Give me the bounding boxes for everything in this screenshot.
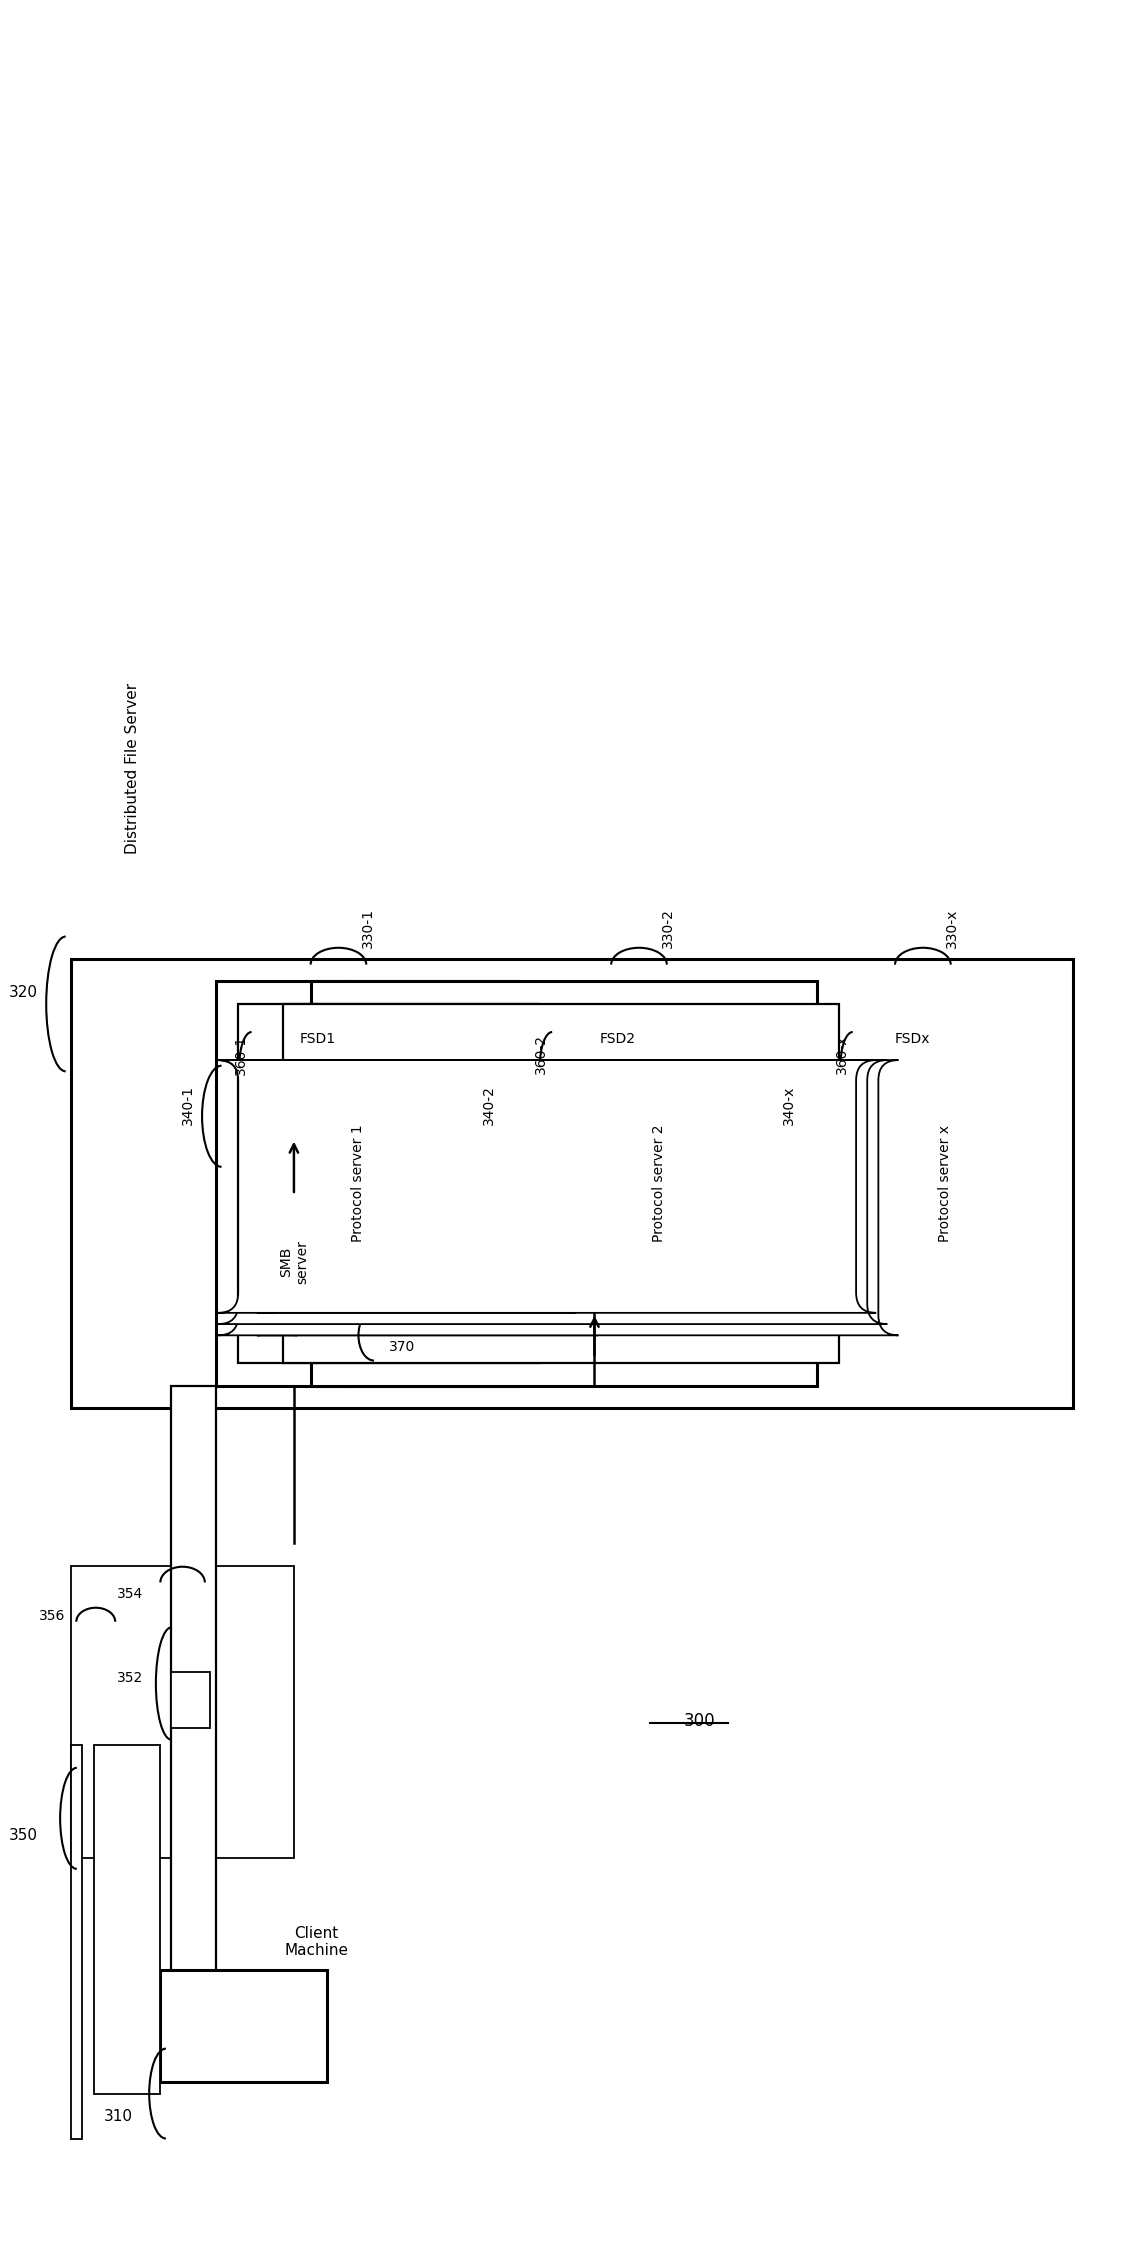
Bar [161,1971,327,2081]
Text: Distributed File Server: Distributed File Server [125,683,140,855]
Text: 330-1: 330-1 [360,909,375,947]
FancyBboxPatch shape [257,1060,587,1324]
Bar [94,1745,161,2093]
Text: 360-x: 360-x [835,1035,849,1073]
Text: Protocol server 1: Protocol server 1 [351,1125,366,1243]
Bar [171,1673,211,1730]
Text: 352: 352 [118,1671,144,1684]
Text: 330-x: 330-x [945,909,960,947]
FancyBboxPatch shape [219,1060,898,1335]
Text: 370: 370 [389,1339,415,1353]
Text: 310: 310 [103,2108,133,2124]
FancyBboxPatch shape [257,1060,576,1312]
Text: 354: 354 [118,1588,144,1601]
Bar [71,1745,83,2138]
Text: 360-2: 360-2 [534,1035,548,1073]
Text: 360-1: 360-1 [233,1035,247,1076]
Text: 340-1: 340-1 [181,1085,195,1125]
Bar [71,958,1073,1409]
Text: Protocol server 2: Protocol server 2 [653,1125,666,1243]
Bar [283,1003,840,1364]
Text: 320: 320 [9,985,37,1001]
FancyBboxPatch shape [257,1060,297,1335]
FancyBboxPatch shape [255,1060,278,1312]
Text: 356: 356 [40,1610,66,1624]
Bar [350,981,517,1387]
Text: FSD2: FSD2 [600,1033,636,1046]
Text: Client
Machine: Client Machine [284,1926,348,1957]
Text: FSD1: FSD1 [299,1033,335,1046]
Text: 340-x: 340-x [782,1085,796,1125]
Text: Protocol server x: Protocol server x [938,1125,952,1243]
Text: FSDx: FSDx [895,1033,930,1046]
FancyBboxPatch shape [219,1060,887,1324]
Bar [316,1003,539,1364]
Bar [216,981,350,1387]
Bar [310,981,817,1387]
Bar [171,1387,216,2005]
Text: 330-2: 330-2 [662,909,675,947]
Text: 350: 350 [9,1829,37,1842]
Text: 300: 300 [683,1712,715,1730]
FancyBboxPatch shape [219,1060,876,1312]
Bar [238,1003,316,1364]
FancyBboxPatch shape [257,1060,287,1324]
Text: SMB
server: SMB server [279,1240,309,1285]
Text: 340-2: 340-2 [482,1085,496,1125]
Bar [71,1565,293,1858]
FancyBboxPatch shape [257,1060,598,1335]
